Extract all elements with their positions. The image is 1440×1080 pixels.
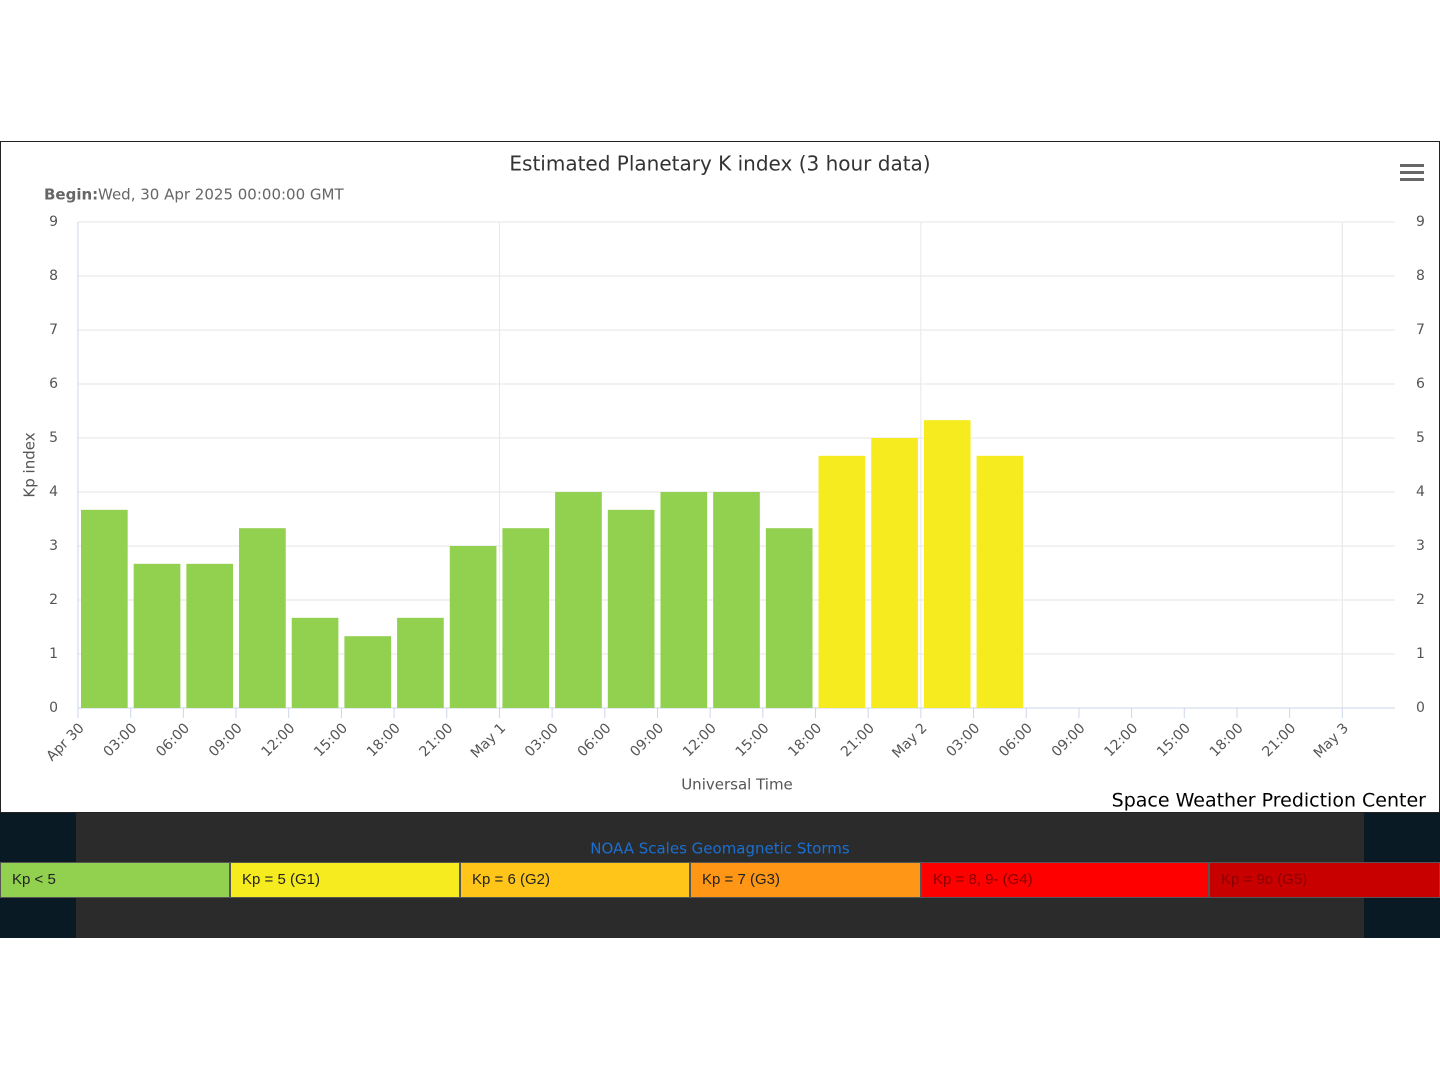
y2-tick-label: 5 [1416,430,1425,446]
bar [133,563,181,708]
scale-legend-swatch [690,862,921,898]
scale-legend-swatch [1209,862,1440,898]
bar [976,455,1024,708]
scale-legend-item: Kp = 8, 9- (G4) [921,862,1209,898]
menu-button[interactable] [1400,164,1424,181]
y2-tick-label: 3 [1416,538,1425,554]
y-tick-label: 7 [49,322,58,338]
scale-legend-item: Kp < 5 [0,862,230,898]
bar [344,636,392,708]
bar [660,492,708,708]
y-tick-label: 5 [49,430,58,446]
bar [818,455,866,708]
scale-legend-item: Kp = 6 (G2) [460,862,690,898]
y2-tick-label: 4 [1416,484,1425,500]
y-tick-label: 3 [49,538,58,554]
bar [291,617,339,708]
y2-tick-label: 2 [1416,592,1425,608]
scale-legend-swatch [460,862,690,898]
menu-line [1400,171,1424,174]
y-tick-label: 1 [49,646,58,662]
scale-link[interactable]: NOAA Scales Geomagnetic Storms [590,840,850,858]
y2-tick-label: 6 [1416,376,1425,392]
menu-line [1400,164,1424,167]
y-tick-label: 2 [49,592,58,608]
chart-panel [0,141,1440,813]
scale-legend-item: Kp = 5 (G1) [230,862,460,898]
y2-tick-label: 1 [1416,646,1425,662]
bar [555,492,602,708]
bar [81,509,128,708]
chart-title: Estimated Planetary K index (3 hour data… [509,152,930,176]
y-axis-title: Kp index [21,432,39,497]
scale-legend-label: Kp < 5 [12,871,56,888]
scale-legend-swatch [0,862,230,898]
y2-tick-label: 8 [1416,268,1425,284]
bar [239,528,286,708]
scale-legend-swatch [921,862,1209,898]
scale-legend-item: Kp = 7 (G3) [690,862,921,898]
y2-tick-label: 7 [1416,322,1425,338]
bar [607,509,655,708]
subtitle-label: Begin: [44,186,98,204]
bar [449,546,497,708]
scale-legend-label: Kp = 9o (G5) [1221,871,1307,888]
y-tick-label: 4 [49,484,58,500]
y-tick-label: 6 [49,376,58,392]
scale-legend-label: Kp = 7 (G3) [702,871,780,888]
y2-tick-label: 9 [1416,214,1425,230]
bar [765,528,813,708]
bar [186,563,234,708]
bar [923,420,971,708]
bar [713,492,760,708]
scale-legend-swatch [230,862,460,898]
scale-legend-label: Kp = 5 (G1) [242,871,320,888]
bar [397,617,444,708]
subtitle: Wed, 30 Apr 2025 00:00:00 GMT [98,186,344,204]
scale-legend-label: Kp = 8, 9- (G4) [933,871,1033,888]
bar [871,438,918,708]
y-tick-label: 0 [49,700,58,716]
x-axis-title: Universal Time [681,776,793,794]
y-tick-label: 8 [49,268,58,284]
bar [502,528,550,708]
y2-tick-label: 0 [1416,700,1425,716]
credit: Space Weather Prediction Center [1112,790,1427,812]
y-tick-label: 9 [49,214,58,230]
menu-line [1400,178,1424,181]
scale-legend-label: Kp = 6 (G2) [472,871,550,888]
scale-legend-item: Kp = 9o (G5) [1209,862,1440,898]
